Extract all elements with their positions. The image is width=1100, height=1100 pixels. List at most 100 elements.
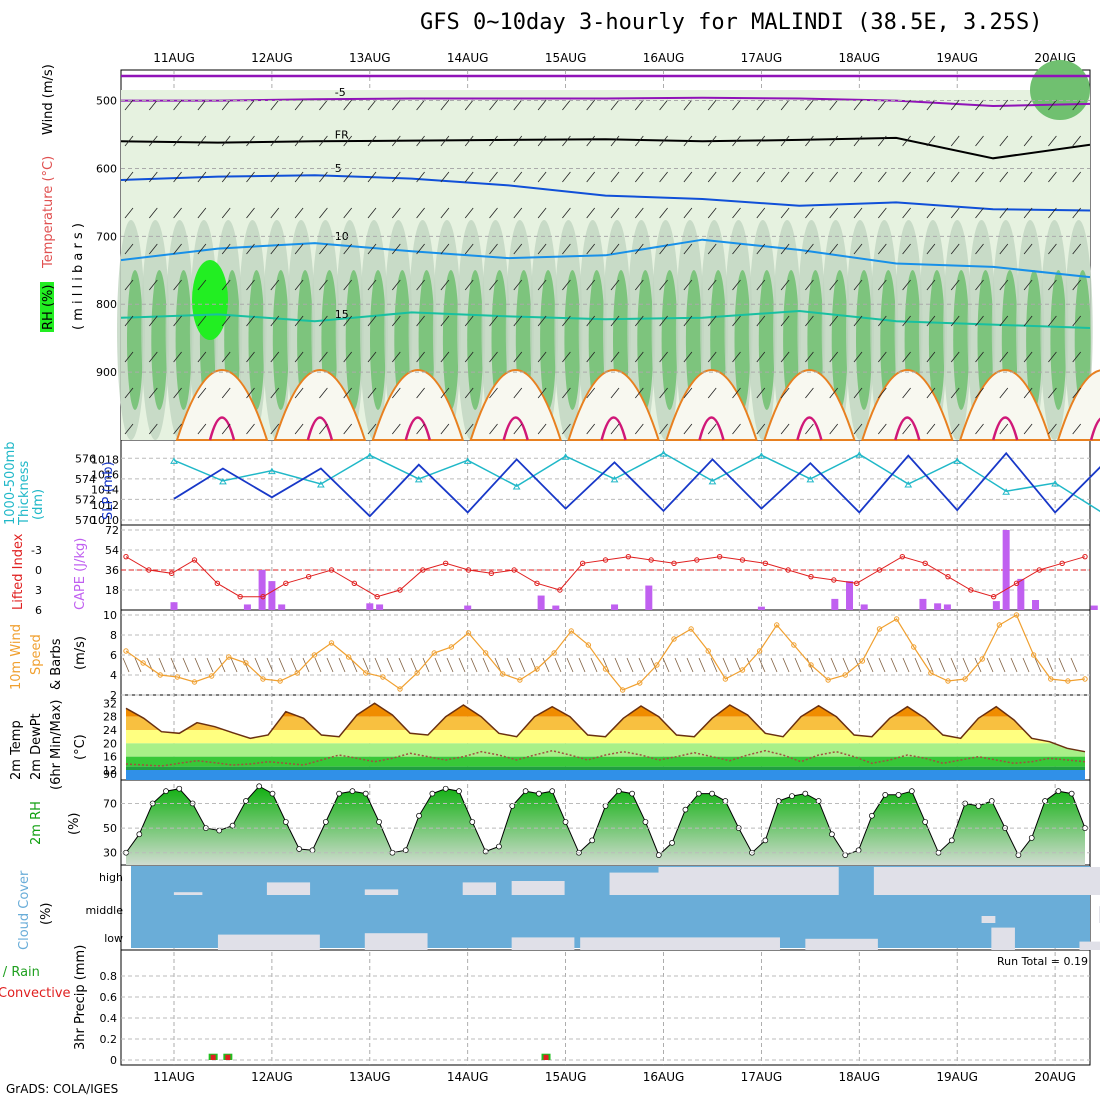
rh-cell-green xyxy=(540,270,557,410)
wind-tick: 2 xyxy=(110,689,117,702)
rh-cell-green xyxy=(831,270,848,410)
rh-cell-green xyxy=(248,270,265,410)
temp-label-3: (6hr Min/Max) xyxy=(49,700,64,790)
rh-cell-green xyxy=(637,270,654,410)
wind-barb xyxy=(829,171,839,183)
wind-barb xyxy=(805,207,814,219)
wind-speed-marker xyxy=(226,654,232,660)
wind-barb xyxy=(343,387,353,399)
wind-barb xyxy=(902,243,911,255)
wind-barb xyxy=(780,135,790,147)
lifted-index-marker xyxy=(785,567,791,573)
surface-wind-barb xyxy=(890,657,898,673)
warm-lobe xyxy=(665,369,758,441)
thickness-marker xyxy=(219,477,227,485)
rh-marker xyxy=(256,783,263,790)
surface-wind-barb xyxy=(122,657,130,673)
wind-barb xyxy=(634,171,644,183)
surface-wind-barb xyxy=(938,657,946,673)
lifted-index-marker xyxy=(557,587,563,593)
date-label-top: 13AUG xyxy=(349,51,391,65)
wind-barb xyxy=(659,351,668,363)
rh-marker xyxy=(402,847,409,854)
wind-speed-marker xyxy=(791,642,797,648)
wind-barb xyxy=(732,207,741,219)
wind-speed-marker xyxy=(619,687,626,693)
wind-barb xyxy=(610,99,620,111)
wind-barb xyxy=(950,243,960,255)
wind-barb xyxy=(221,171,231,183)
isotherm-10 xyxy=(120,238,1091,279)
surface-wind-barb xyxy=(458,657,466,673)
surface-wind-barb xyxy=(158,657,166,673)
lifted-index-marker xyxy=(1059,560,1065,567)
rh-marker xyxy=(336,790,342,797)
wind-barb xyxy=(853,387,863,399)
surface-wind-barb xyxy=(1010,657,1018,673)
lifted-index-marker xyxy=(1036,567,1043,573)
thickness-marker xyxy=(316,481,325,488)
surface-wind-barb xyxy=(686,657,694,673)
warm-lobe xyxy=(371,369,465,441)
lifted-index-marker xyxy=(168,570,175,577)
wind-barb xyxy=(124,135,134,147)
surface-wind-barb xyxy=(806,657,814,673)
wind-speed-marker xyxy=(208,673,215,679)
thick-label-3: (dm) xyxy=(31,489,46,520)
wind-barb xyxy=(513,207,523,219)
rh-tick: 70 xyxy=(103,797,117,810)
li-axis-label: Lifted Index xyxy=(11,533,26,610)
wind-barb xyxy=(343,351,353,363)
wind-barb xyxy=(683,423,693,435)
wind-barb xyxy=(950,99,960,111)
wind-barb xyxy=(756,351,766,363)
wind-barb xyxy=(877,243,887,255)
rh-cell-green xyxy=(783,270,800,410)
surface-wind-barb xyxy=(698,657,706,673)
rh-cell-bright xyxy=(192,260,228,340)
wind-barb xyxy=(537,423,547,435)
wind-barb xyxy=(124,351,134,363)
surface-wind-barb xyxy=(326,657,334,673)
wind-barb xyxy=(829,279,839,291)
lifted-index-marker xyxy=(808,573,814,580)
cape-bar xyxy=(243,604,251,610)
wind10-label-4: (m/s) xyxy=(73,636,88,670)
wind-barb xyxy=(513,99,523,111)
wind-speed-marker xyxy=(859,658,866,664)
wind-barb xyxy=(440,351,450,363)
slp-tick: 1016 xyxy=(91,469,119,482)
rh-marker xyxy=(282,819,289,825)
wind-barb xyxy=(780,279,790,291)
lifted-index-marker xyxy=(762,560,769,567)
wind-barb xyxy=(732,99,741,111)
cape-bar xyxy=(552,605,560,610)
wind-barb xyxy=(999,387,1009,399)
rh-marker xyxy=(855,847,862,854)
rh-cell-green xyxy=(977,270,994,410)
wind-speed-marker xyxy=(602,666,609,672)
surface-wind-barb xyxy=(650,657,658,673)
cape-bar xyxy=(611,604,619,610)
wind-speed-marker xyxy=(482,650,489,656)
lifted-index-marker xyxy=(488,570,495,577)
wind-barb xyxy=(950,423,960,435)
cape-bar xyxy=(992,601,1000,610)
precip-tick: 0.8 xyxy=(100,970,118,983)
wind-barb xyxy=(902,423,911,435)
rh-cell-topright xyxy=(1030,60,1090,120)
cape-axis-label: CAPE (J/kg) xyxy=(73,538,88,610)
slp-tick: 1018 xyxy=(91,453,119,466)
wind-barb xyxy=(853,423,863,435)
wind-barb xyxy=(1072,135,1082,147)
wind-speed-marker xyxy=(876,626,883,632)
thickness-marker xyxy=(512,483,521,490)
cloud-level-low: low xyxy=(104,932,123,945)
rh-marker xyxy=(349,788,356,795)
wind-barb xyxy=(829,351,839,363)
rh-marker xyxy=(948,837,955,844)
lifted-index-marker xyxy=(420,567,426,573)
wind-barb xyxy=(732,387,741,399)
wind-barb xyxy=(877,279,887,291)
wind-barb xyxy=(634,387,644,399)
